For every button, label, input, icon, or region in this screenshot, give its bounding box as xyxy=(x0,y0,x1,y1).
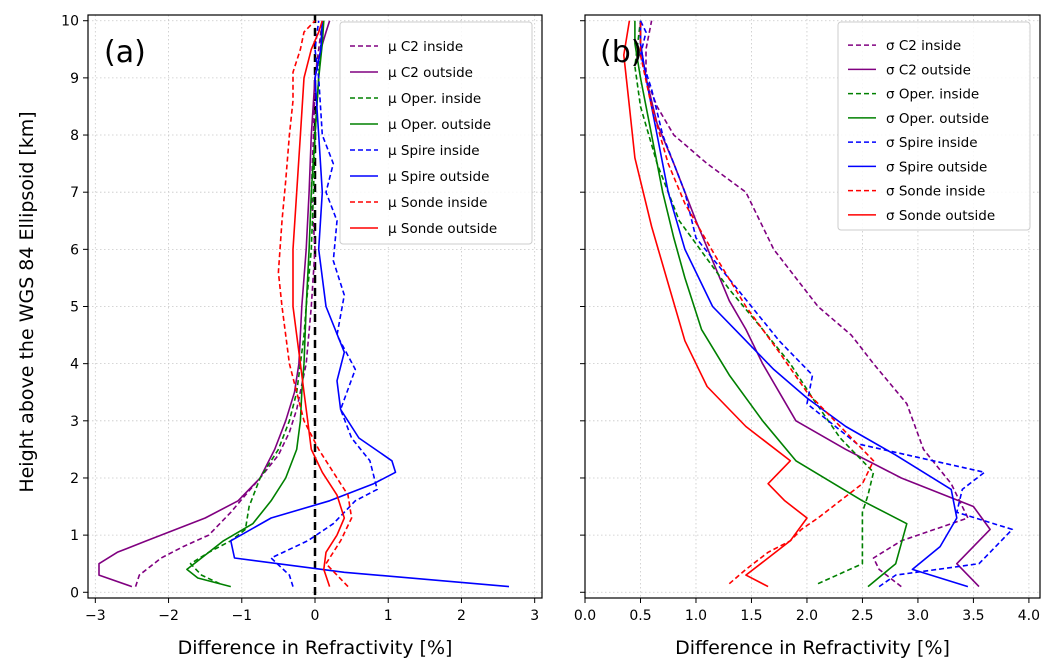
series-line-1 xyxy=(645,20,969,588)
legend-entry-label: σ C2 outside xyxy=(886,62,971,78)
legend-entry-label: μ Sonde outside xyxy=(388,221,497,237)
x-tick-label: −3 xyxy=(85,608,106,624)
legend-entry-label: μ Spire inside xyxy=(388,143,480,159)
legend-entry-label: μ C2 inside xyxy=(388,39,463,55)
series-line-6 xyxy=(230,20,510,588)
y-tick-label: 7 xyxy=(70,185,79,201)
x-tick-label: −1 xyxy=(231,608,252,624)
y-tick-label: 9 xyxy=(70,71,79,87)
series-line-5 xyxy=(639,20,1014,588)
y-tick-label: 2 xyxy=(70,471,79,487)
legend: μ C2 inside μ C2 outside μ Oper. inside μ O… xyxy=(339,21,533,245)
legend-entry-label: μ Oper. outside xyxy=(388,117,491,133)
legend-entry-label: σ Sonde outside xyxy=(886,208,995,224)
series-line-7 xyxy=(277,20,353,588)
series-line-8 xyxy=(622,20,808,588)
y-tick-label: 1 xyxy=(70,528,79,544)
x-tick-label: 1.0 xyxy=(685,608,707,624)
x-tick-label: 2 xyxy=(457,608,466,624)
x-tick-label: 2.5 xyxy=(851,608,873,624)
y-tick-label: 0 xyxy=(70,585,79,601)
series-line-2 xyxy=(98,20,331,588)
x-axis-label: Difference in Refractivity [%] xyxy=(675,637,950,659)
legend-entry-label: σ Oper. inside xyxy=(886,87,979,103)
x-tick-label: 4.0 xyxy=(1018,608,1040,624)
x-axis-label: Difference in Refractivity [%] xyxy=(178,637,453,659)
y-axis-label: Height above the WGS 84 Ellipsoid [km] xyxy=(16,111,38,492)
x-tick-label: 0.5 xyxy=(629,608,651,624)
x-tick-label: 3.0 xyxy=(907,608,929,624)
panel-label: (a) xyxy=(104,35,146,70)
legend-entry-label: σ Spire inside xyxy=(886,135,978,151)
legend-entry-label: μ Sonde inside xyxy=(388,195,487,211)
y-tick-label: 6 xyxy=(70,242,79,258)
x-tick-label: 0.0 xyxy=(574,608,596,624)
legend-box xyxy=(837,21,1031,231)
legend-entry-label: σ C2 inside xyxy=(886,38,961,54)
y-tick-label: 3 xyxy=(70,414,79,430)
legend-entry-label: σ Sonde inside xyxy=(886,184,985,200)
x-tick-label: −2 xyxy=(158,608,179,624)
legend-entry-label: μ Oper. inside xyxy=(388,91,481,107)
legend: σ C2 inside σ C2 outside σ Oper. inside σ O… xyxy=(837,21,1031,231)
legend-entry-label: σ Spire outside xyxy=(886,159,987,175)
panel-b: 0.0 0.5 1.0 1.5 2.0 2.5 3.0 3.5 4.0 Difference in… xyxy=(574,14,1041,659)
x-tick-label: 3.5 xyxy=(962,608,984,624)
legend-entry-label: μ C2 outside xyxy=(388,65,473,81)
legend-entry-label: σ Oper. outside xyxy=(886,111,989,127)
legend-box xyxy=(339,21,533,245)
x-tick-label: 3 xyxy=(530,608,539,624)
x-tick-label: 1 xyxy=(384,608,393,624)
series-line-4 xyxy=(634,20,908,588)
panel-a: −3 −2 −1 0 1 2 3 0 1 2 3 4 5 6 7 8 9 10 Difference in Refr… xyxy=(61,14,543,659)
x-tick-label: 0 xyxy=(311,608,320,624)
y-tick-label: 10 xyxy=(61,14,79,30)
series-line-5 xyxy=(270,20,379,587)
panel-label: (b) xyxy=(600,35,642,70)
series-line-3 xyxy=(634,20,875,585)
series-line-8 xyxy=(292,20,346,587)
series-line-2 xyxy=(639,20,991,588)
series-line-4 xyxy=(186,20,325,588)
y-tick-label: 8 xyxy=(70,128,79,144)
x-tick-label: 2.0 xyxy=(796,608,818,624)
x-tick-label: 1.5 xyxy=(740,608,762,624)
y-tick-label: 4 xyxy=(70,357,79,373)
series-line-6 xyxy=(639,20,969,588)
y-tick-label: 5 xyxy=(70,300,79,316)
legend-entry-label: μ Spire outside xyxy=(388,169,489,185)
series-line-1 xyxy=(134,20,324,587)
